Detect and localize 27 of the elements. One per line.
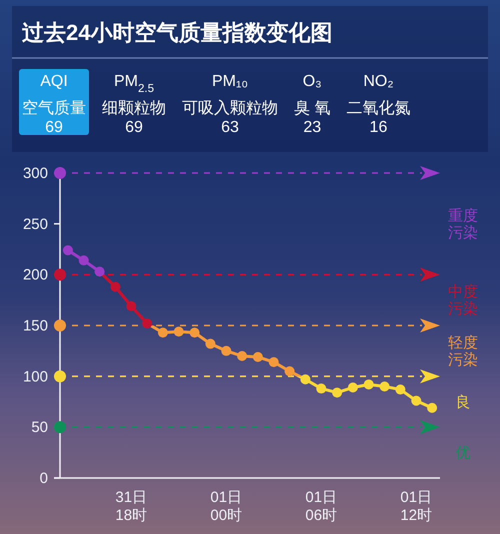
data-label: 16 (370, 119, 388, 136)
data-label: 63 (221, 119, 239, 136)
x-tick-label: 01日 06时 (305, 489, 338, 524)
x-tick-label: 31日 18时 (115, 489, 148, 524)
y-tick-label: 200 (22, 266, 48, 284)
y-tick-label: 300 (22, 165, 48, 182)
y-tick-label: 100 (22, 368, 48, 386)
ref-line-label: 重度污染 (448, 207, 478, 242)
category-label: AQI 空气质量 (22, 73, 86, 117)
category-label: NO₂ 二氧化氮 (346, 73, 410, 117)
ref-line-label: 优 (456, 444, 470, 462)
y-tick-label: 150 (22, 318, 48, 334)
category-label: PM₁₀ 可吸入颗粒物 (182, 73, 278, 117)
data-label: 69 (125, 119, 143, 136)
ref-line-label: 良 (456, 394, 470, 411)
data-label: 23 (303, 119, 322, 136)
category-label: O₃ 臭 氧 (294, 73, 330, 117)
data-label: 69 (45, 119, 63, 136)
y-tick-label: 50 (31, 419, 48, 436)
ref-line-label: 轻度污染 (448, 334, 478, 368)
y-tick-label: 0 (40, 470, 48, 487)
x-tick-label: 01日 12时 (400, 489, 432, 524)
y-tick-label: 250 (22, 216, 48, 233)
ref-line-label: 中度污染 (448, 284, 478, 318)
category-label: PM$_{2.5}$ 细颗粒物 (102, 73, 166, 117)
text: 过去24小时空气质量指数变化图 (21, 20, 332, 45)
x-tick-label: 01日 00时 (210, 489, 242, 524)
